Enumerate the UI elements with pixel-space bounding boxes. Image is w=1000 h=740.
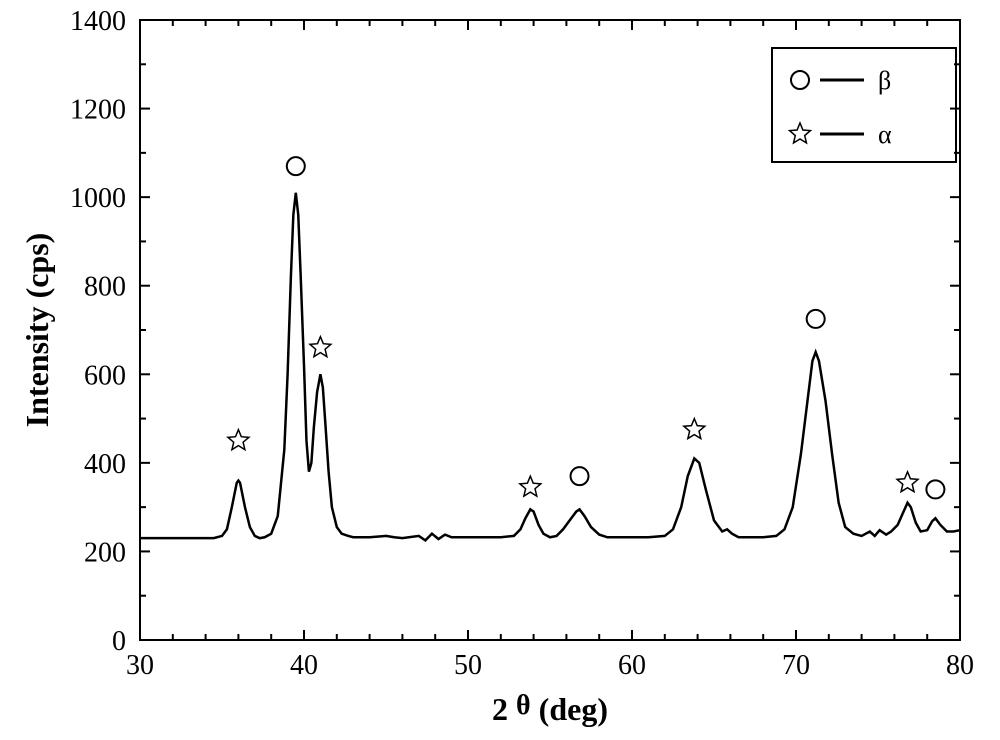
legend-marker-circle — [791, 71, 809, 89]
peak-marker-star — [897, 472, 918, 492]
xrd-chart: 30405060708002004006008001000120014002 θ… — [0, 0, 1000, 740]
x-tick-label: 30 — [126, 650, 154, 681]
legend-box — [772, 48, 956, 162]
y-tick-label: 0 — [112, 626, 126, 657]
y-tick-label: 600 — [84, 360, 126, 391]
x-tick-label: 60 — [618, 650, 646, 681]
x-tick-label: 40 — [290, 650, 318, 681]
legend-label: β — [878, 66, 891, 95]
x-tick-label: 80 — [946, 650, 974, 681]
peak-marker-circle — [571, 467, 589, 485]
y-tick-label: 200 — [84, 537, 126, 568]
peak-marker-circle — [926, 480, 944, 498]
x-tick-label: 70 — [782, 650, 810, 681]
y-tick-label: 1400 — [70, 6, 126, 37]
peak-marker-star — [228, 430, 249, 450]
peak-marker-star — [520, 476, 541, 496]
y-tick-label: 800 — [84, 272, 126, 303]
y-tick-label: 1200 — [70, 95, 126, 126]
y-tick-label: 1000 — [70, 183, 126, 214]
y-tick-label: 400 — [84, 449, 126, 480]
x-axis-title: 2 θ (deg) — [492, 690, 608, 727]
x-tick-label: 50 — [454, 650, 482, 681]
plot-frame — [140, 20, 960, 640]
legend-marker-star — [790, 123, 811, 143]
peak-marker-star — [684, 419, 705, 439]
chart-svg: 30405060708002004006008001000120014002 θ… — [0, 0, 1000, 740]
legend-label: α — [878, 120, 892, 149]
peak-marker-circle — [287, 157, 305, 175]
peak-marker-circle — [807, 310, 825, 328]
y-axis-title: Intensity (cps) — [19, 233, 55, 428]
xrd-trace — [140, 193, 960, 541]
peak-marker-star — [310, 337, 331, 357]
